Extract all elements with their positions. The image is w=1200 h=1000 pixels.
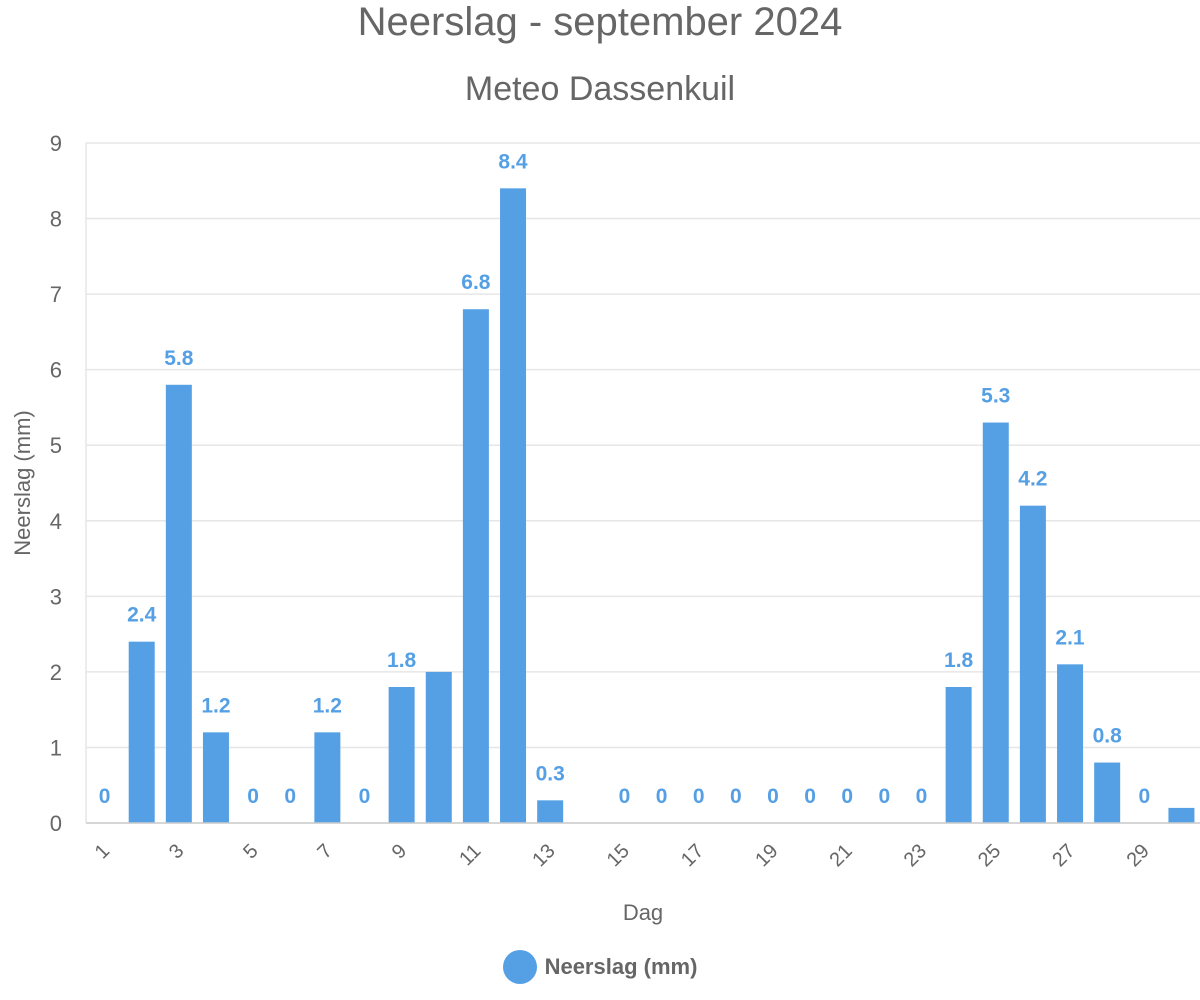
x-tick-label: 17 — [677, 840, 708, 871]
x-tick-label: 13 — [528, 840, 559, 871]
data-label: 0 — [916, 785, 928, 808]
y-tick-label: 5 — [50, 433, 62, 458]
data-label: 1.2 — [313, 694, 342, 717]
x-tick-label: 21 — [825, 840, 856, 871]
bars — [128, 188, 1195, 824]
y-tick-label: 1 — [50, 735, 62, 760]
data-label: 1.8 — [387, 649, 417, 672]
bar[interactable] — [165, 384, 192, 823]
x-tick-label: 7 — [313, 840, 336, 863]
bar[interactable] — [1057, 664, 1084, 823]
x-tick-label: 23 — [900, 840, 931, 871]
data-label: 0.3 — [536, 762, 565, 785]
legend[interactable]: Neerslag (mm) — [0, 950, 1200, 984]
data-label: 0 — [879, 785, 891, 808]
bar[interactable] — [1019, 505, 1046, 823]
data-label: 0 — [656, 785, 668, 808]
bar[interactable] — [388, 687, 415, 823]
y-tick-label: 9 — [50, 131, 62, 156]
bar[interactable] — [202, 732, 229, 823]
data-label: 0 — [619, 785, 631, 808]
data-label: 1.2 — [201, 694, 230, 717]
data-label: 5.8 — [164, 347, 194, 370]
data-label: 4.2 — [1018, 468, 1047, 491]
x-tick-label: 19 — [751, 840, 782, 871]
bar[interactable] — [945, 687, 972, 823]
x-tick-label: 15 — [603, 840, 634, 871]
y-tick-label: 7 — [50, 282, 62, 307]
data-label: 0 — [841, 785, 853, 808]
y-tick-label: 4 — [50, 509, 62, 534]
chart-title: Neerslag - september 2024 — [357, 0, 843, 44]
data-label: 0 — [284, 785, 296, 808]
x-axis-label: Dag — [623, 900, 663, 925]
bar[interactable] — [128, 641, 155, 823]
data-label: 2.1 — [1055, 626, 1085, 649]
bar[interactable] — [1168, 807, 1195, 823]
data-label: 6.8 — [461, 271, 491, 294]
x-tick-label: 3 — [165, 840, 188, 863]
bar[interactable] — [537, 800, 564, 823]
data-label: 0 — [247, 785, 259, 808]
x-tick-label: 1 — [91, 840, 114, 863]
bar[interactable] — [425, 671, 452, 823]
data-label: 8.4 — [498, 150, 528, 173]
bar[interactable] — [1094, 762, 1121, 823]
data-label: 0 — [99, 785, 111, 808]
data-label: 1.8 — [944, 649, 974, 672]
x-tick-label: 11 — [455, 840, 485, 870]
data-label: 0 — [767, 785, 779, 808]
chart-subtitle: Meteo Dassenkuil — [464, 70, 736, 108]
legend-swatch-icon — [502, 950, 537, 984]
bar[interactable] — [982, 422, 1009, 823]
grid-lines — [85, 142, 1200, 824]
y-tick-label: 6 — [50, 358, 62, 383]
x-tick-label: 5 — [239, 840, 262, 863]
legend-label: Neerslag (mm) — [544, 954, 698, 979]
data-label: 0 — [804, 785, 816, 808]
data-label: 2.4 — [127, 604, 157, 627]
y-tick-label: 2 — [50, 660, 62, 685]
x-tick-label: 27 — [1048, 840, 1079, 871]
data-label: 5.3 — [981, 385, 1010, 408]
x-tick-label: 9 — [388, 840, 411, 863]
y-tick-label: 0 — [50, 811, 62, 836]
bar[interactable] — [314, 732, 341, 823]
data-label: 0 — [693, 785, 705, 808]
x-tick-label: 25 — [974, 840, 1005, 871]
x-tick-label: 29 — [1123, 840, 1154, 871]
data-label: 0.8 — [1093, 725, 1123, 748]
y-tick-label: 8 — [50, 207, 62, 232]
y-tick-label: 3 — [50, 584, 62, 609]
y-axis-label: Neerslag (mm) — [10, 410, 35, 555]
data-label: 0 — [1138, 785, 1150, 808]
bar[interactable] — [500, 188, 527, 824]
x-axis-ticks: 1 3 5 7 9 11 13 15 17 19 21 23 25 27 29 — [91, 840, 1154, 871]
bar[interactable] — [462, 309, 489, 823]
data-label: 0 — [359, 785, 371, 808]
data-label: 0 — [730, 785, 742, 808]
data-labels: 0 2.4 5.8 1.2 0 0 1.2 0 1.8 6.8 8.4 0.3 0 0 0 0 0 0 0 0 0 1.8… — [99, 150, 1150, 808]
y-axis-ticks: 0 1 2 3 4 5 6 7 8 9 — [50, 131, 62, 836]
